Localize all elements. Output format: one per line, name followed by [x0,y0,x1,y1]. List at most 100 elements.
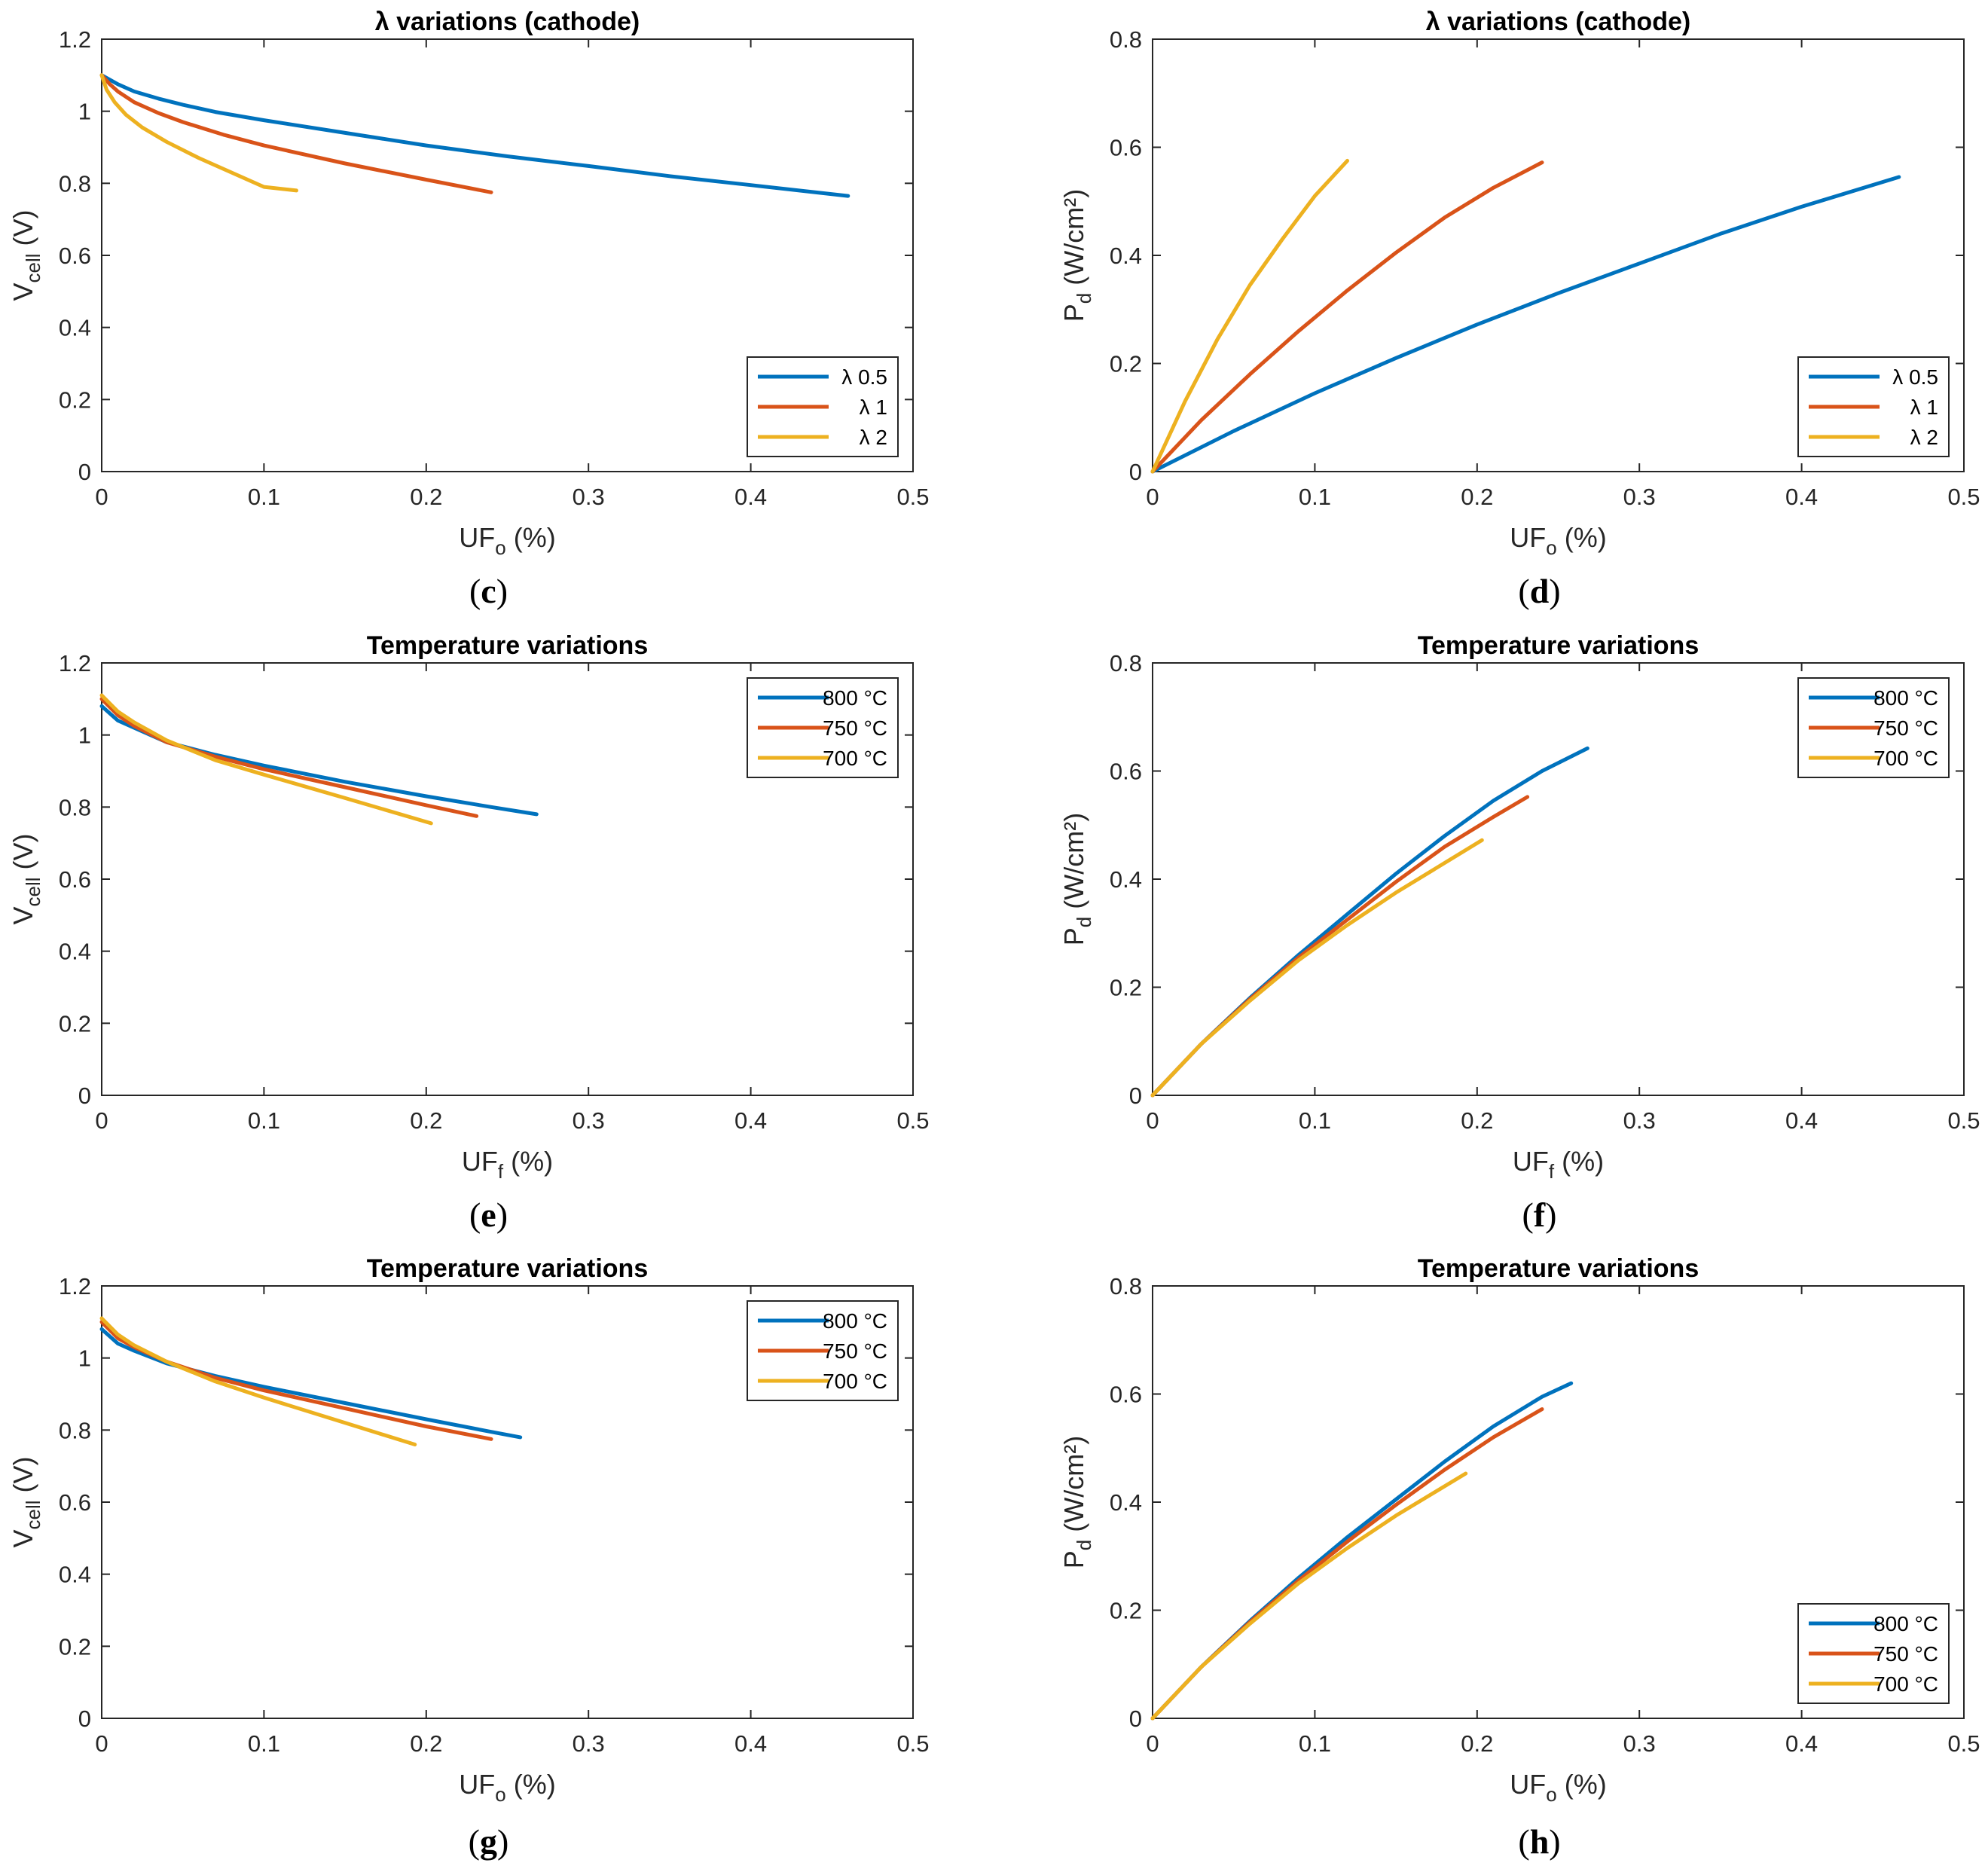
y-axis-label-main: V [8,283,38,301]
y-axis-label-sub: d [1073,1540,1095,1550]
x-tick-label: 0.5 [1947,1107,1980,1134]
series-line-1 [99,73,850,198]
y-axis-label: Pd (W/cm²) [1058,813,1095,945]
x-tick-label: 0.5 [896,484,929,510]
chart-e: Temperature variations 0 0.1 0.2 0.3 0.4 0.5 0 0… [8,631,930,1234]
y-tick-label: 0.4 [59,315,91,341]
x-axis-label-sub: o [1546,536,1556,559]
panel-label-close: ) [1545,1196,1556,1234]
y-tick-label: 0.2 [1110,975,1142,1001]
y-tick-label: 0.4 [1110,1489,1142,1516]
y-axis-label-main: P [1058,927,1089,945]
x-axis-label: UFo (%) [1510,522,1606,559]
y-tick-label: 0.8 [59,1417,91,1443]
x-tick-label: 0.1 [1299,1730,1331,1757]
y-tick-label: 0.2 [59,1010,91,1037]
x-tick-label: 0.2 [410,484,442,510]
y-axis-label-sub: cell [22,877,44,906]
y-tick-label: 0.6 [1110,759,1142,785]
x-tick-label: 0.4 [1785,484,1818,510]
x-axis-label-main: UF [459,522,495,553]
x-tick-label: 0.3 [573,1730,605,1757]
y-tick-label: 0 [78,1083,91,1109]
chart-title: λ variations (cathode) [1426,8,1690,36]
y-tick-label: 0.2 [1110,1598,1142,1624]
series-line-2 [99,73,493,194]
y-tick-label: 0.4 [59,1562,91,1588]
legend-entry-label: 750 °C [823,1339,887,1363]
legend: 800 °C 750 °C 700 °C [747,1300,899,1401]
y-tick-label: 0.6 [1110,1382,1142,1408]
legend-entry-label: 750 °C [1873,1642,1938,1666]
series-line-3 [1150,158,1349,474]
y-axis-label-main: V [8,907,38,925]
x-tick-label: 0.5 [1947,484,1980,510]
chart-title: λ variations (cathode) [375,8,640,36]
y-tick-label: 0.2 [59,386,91,413]
legend: λ 0.5 λ 1 λ 2 [747,356,899,457]
x-axis-label-sub: f [498,1160,504,1183]
panel-label-open: ( [469,572,481,610]
y-tick-label: 0.2 [59,1633,91,1660]
panel-label-open: ( [1518,572,1529,610]
panel-label-letter: h [1530,1822,1550,1861]
y-tick-label: 0.6 [59,866,91,893]
y-axis-label-sub: d [1073,917,1095,927]
legend-entry-label: λ 1 [1910,395,1938,419]
x-tick-label: 0.5 [1947,1730,1980,1757]
legend-entry-label: 800 °C [1873,686,1938,710]
x-tick-label: 0.2 [410,1107,442,1134]
y-axis-label: Pd (W/cm²) [1058,1436,1095,1568]
y-tick-label: 0.4 [1110,866,1142,893]
x-tick-label: 0.1 [1299,1107,1331,1134]
y-tick-label: 0.6 [59,1489,91,1516]
y-tick-label: 0 [78,1706,91,1732]
x-tick-label: 0.1 [248,1107,280,1134]
legend-entry-label: λ 2 [1910,426,1938,449]
series-line-2 [99,1320,493,1441]
series-line-3 [99,693,433,826]
panel-label-open: ( [469,1822,480,1861]
x-axis-label: UFo (%) [459,522,555,559]
panel-label-close: ) [497,1822,508,1861]
y-tick-label: 0.8 [59,170,91,197]
y-tick-label: 0.2 [1110,351,1142,377]
chart-title: Temperature variations [367,1254,649,1283]
y-tick-label: 0 [1129,1083,1142,1109]
y-axis-label-unit: (V) [8,833,38,877]
chart-d: λ variations (cathode) 0 0.1 0.2 0.3 0.4 0.5 0 0… [1058,8,1980,610]
x-tick-label: 0.2 [1461,1107,1493,1134]
legend-entry-label: λ 0.5 [1892,365,1938,389]
x-axis-label: UFo (%) [1510,1769,1606,1806]
series-line-2 [1150,160,1544,474]
legend: 800 °C 750 °C 700 °C [747,677,899,778]
x-axis-label-sub: o [495,1783,505,1806]
x-tick-label: 0 [1146,1107,1159,1134]
x-tick-label: 0.4 [734,1107,767,1134]
x-tick-label: 0.5 [896,1730,929,1757]
y-axis-label-unit: (W/cm²) [1058,1436,1089,1540]
x-tick-label: 0.3 [1623,1730,1656,1757]
legend: 800 °C 750 °C 700 °C [1797,1603,1950,1704]
x-tick-label: 0.1 [248,484,280,510]
x-axis-label-main: UF [462,1146,498,1177]
series-line-1 [99,704,539,817]
x-tick-label: 0 [1146,1730,1159,1757]
chart-title: Temperature variations [1418,631,1699,660]
series-line-3 [1150,1471,1468,1721]
y-axis-label-main: P [1058,304,1089,322]
legend-entry-label: 800 °C [823,686,887,710]
y-tick-label: 0 [1129,459,1142,485]
x-axis-label-unit: (%) [1554,1146,1604,1177]
panel-label-letter: f [1534,1196,1546,1234]
series-line-2 [99,697,479,818]
y-tick-label: 1 [78,99,91,125]
y-tick-label: 0.8 [1110,650,1142,676]
y-tick-label: 0.4 [1110,243,1142,269]
legend-entry-label: 750 °C [823,716,887,740]
y-tick-label: 1.2 [59,26,91,53]
chart-h: Temperature variations 0 0.1 0.2 0.3 0.4 0.5 0 0… [1058,1254,1980,1861]
y-tick-label: 0.8 [59,794,91,820]
panel-label-letter: c [481,572,496,610]
panel-label: (c) [469,572,508,610]
